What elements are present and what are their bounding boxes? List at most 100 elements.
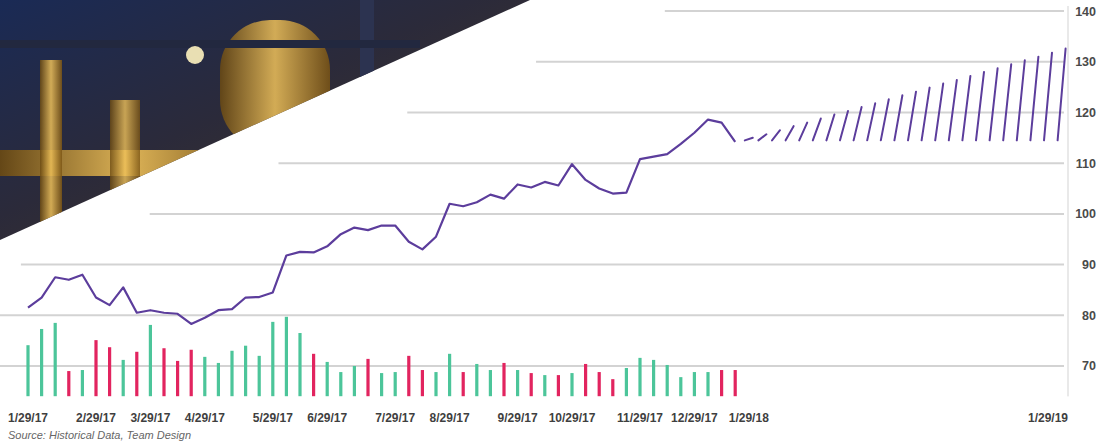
grid-line <box>0 314 1064 316</box>
forecast-hatch <box>894 95 902 140</box>
volume-bar <box>720 370 723 396</box>
photo-light <box>186 46 204 64</box>
x-tick-label: 1/29/17 <box>8 411 48 425</box>
volume-bar <box>570 373 573 396</box>
volume-bar <box>462 372 465 396</box>
photo-pipe <box>40 60 62 240</box>
x-tick-label: 1/29/18 <box>729 411 769 425</box>
volume-bar <box>298 333 301 396</box>
volume-bar <box>489 370 492 396</box>
forecast-hatch <box>799 123 807 141</box>
forecast-hatch <box>840 111 848 140</box>
volume-bar <box>516 370 519 396</box>
photo-tank <box>220 20 330 150</box>
grid-line <box>150 213 1064 215</box>
forecast-hatch <box>949 80 957 140</box>
photo-pipe <box>110 100 140 240</box>
x-tick-label: 2/29/17 <box>76 411 116 425</box>
forecast-hatch <box>976 72 984 140</box>
volume-bar <box>271 322 274 397</box>
x-tick-label: 4/29/17 <box>185 411 225 425</box>
volume-bar <box>407 356 410 397</box>
volume-bar <box>149 325 152 396</box>
forecast-hatch <box>1030 57 1038 141</box>
volume-bar <box>679 377 682 396</box>
forecast-hatch <box>745 138 753 141</box>
volume-bar <box>258 356 261 397</box>
y-axis-line <box>1068 6 1069 396</box>
grid-line <box>278 162 1064 164</box>
volume-bar <box>26 345 29 396</box>
y-tick-label: 120 <box>1075 106 1096 120</box>
volume-bar <box>366 359 369 397</box>
volume-bar <box>557 375 560 396</box>
y-tick-label: 70 <box>1082 359 1096 373</box>
volume-bar <box>312 354 315 397</box>
volume-bar <box>40 329 43 396</box>
volume-bar <box>326 362 329 396</box>
volume-bar <box>434 372 437 396</box>
y-tick-label: 80 <box>1082 309 1096 323</box>
volume-bar <box>584 364 587 396</box>
forecast-hatch <box>1003 64 1011 140</box>
x-tick-label: 1/29/19 <box>1028 411 1068 425</box>
forecast-hatch <box>962 76 970 140</box>
y-tick-label: 100 <box>1075 207 1096 221</box>
grid-line <box>665 10 1064 12</box>
forecast-hatch <box>1017 60 1025 140</box>
x-tick-label: 6/29/17 <box>307 411 347 425</box>
volume-bar <box>734 370 737 396</box>
grid-line <box>0 365 1064 367</box>
volume-bar <box>203 357 206 397</box>
volume-bar <box>217 363 220 396</box>
x-tick-label: 12/29/17 <box>671 411 718 425</box>
volume-bar <box>421 370 424 396</box>
forecast-hatch <box>826 115 834 141</box>
x-tick-label: 9/29/17 <box>498 411 538 425</box>
volume-bar <box>448 354 451 397</box>
x-tick-label: 10/29/17 <box>549 411 596 425</box>
forecast-hatch <box>1044 53 1052 141</box>
volume-bar <box>666 365 669 396</box>
y-tick-label: 130 <box>1075 55 1096 69</box>
x-tick-label: 3/29/17 <box>130 411 170 425</box>
volume-bar <box>94 340 97 396</box>
grid-line <box>536 61 1064 63</box>
price-line <box>28 120 735 324</box>
volume-bar <box>67 371 70 396</box>
volume-bar <box>230 351 233 397</box>
volume-bar <box>135 352 138 397</box>
volume-bar <box>81 370 84 396</box>
volume-bar <box>108 347 111 396</box>
marks <box>26 49 1065 397</box>
volume-bar <box>353 366 356 396</box>
volume-bar <box>543 375 546 396</box>
chart: 7080901001101201301401/29/172/29/173/29/… <box>0 0 1102 444</box>
forecast-hatch <box>772 130 780 140</box>
volume-bar <box>176 361 179 396</box>
y-tick-label: 90 <box>1082 258 1096 272</box>
volume-bar <box>625 368 628 396</box>
forecast-hatch <box>867 103 875 140</box>
volume-bar <box>693 372 696 396</box>
forecast-hatch <box>1058 49 1066 141</box>
volume-bar <box>598 372 601 396</box>
forecast-hatch <box>881 99 889 140</box>
volume-bar <box>339 372 342 396</box>
volume-bar <box>122 360 125 397</box>
volume-bar <box>638 358 641 397</box>
volume-bar <box>54 323 57 397</box>
forecast-hatch <box>922 88 930 141</box>
volume-bar <box>190 350 193 397</box>
volume-bar <box>162 348 165 396</box>
volume-bar <box>244 346 247 397</box>
forecast-hatch <box>813 119 821 141</box>
x-tick-label: 8/29/17 <box>430 411 470 425</box>
volume-bar <box>706 372 709 396</box>
forecast-hatch <box>786 126 794 140</box>
volume-bar <box>380 373 383 396</box>
x-tick-label: 11/29/17 <box>617 411 663 425</box>
x-tick-label: 7/29/17 <box>375 411 415 425</box>
grid-line <box>21 264 1064 266</box>
volume-bar <box>652 360 655 397</box>
